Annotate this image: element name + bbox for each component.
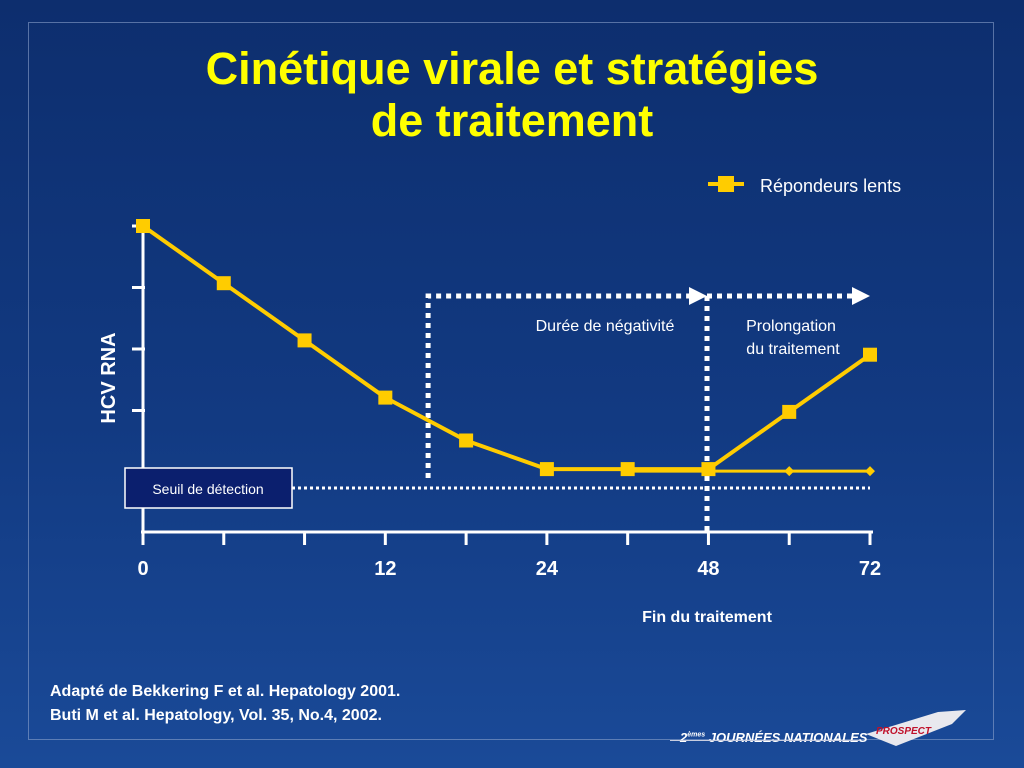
series-marker — [216, 276, 231, 291]
legend: Répondeurs lents — [708, 176, 901, 196]
series-marker — [459, 433, 474, 448]
extension-arrowhead — [852, 287, 870, 305]
legend-marker — [718, 176, 734, 192]
series-marker — [539, 462, 554, 477]
negativity-arrowhead — [689, 287, 707, 305]
series-marker — [620, 462, 635, 477]
slide-title-line-1: Cinétique virale et stratégies — [205, 43, 819, 94]
detection-threshold-box-bg — [124, 467, 293, 509]
end-of-treatment-label: Fin du traitement — [642, 609, 772, 626]
x-ticks: 0 12 24 48 72 — [137, 532, 881, 580]
event-brand-text: JOURNÉES NATIONALES — [708, 730, 868, 745]
event-brand-prefix: 2 — [680, 730, 688, 745]
prospect-logo: PROSPECT — [866, 710, 966, 746]
series-marker — [863, 347, 877, 362]
baseline-marker — [865, 466, 875, 477]
series-marker — [136, 219, 150, 233]
y-axis-label: HCV RNA — [98, 332, 120, 423]
negativity-label: Durée de négativité — [536, 318, 675, 335]
series-markers — [136, 219, 877, 477]
series-marker — [782, 404, 797, 419]
detection-threshold-label: Seuil de détection — [152, 481, 263, 497]
negativity-bracket — [425, 293, 690, 478]
legend-label: Répondeurs lents — [760, 176, 901, 196]
detection-threshold-box: Seuil de détection — [124, 467, 293, 509]
slide-frame — [28, 22, 994, 740]
slide-title-line-2: de traitement — [370, 95, 654, 146]
x-tick-label: 0 — [137, 558, 148, 580]
footnote-line-1: Adapté de Bekkering F et al. Hepatology … — [50, 683, 401, 700]
x-tick-label: 12 — [374, 558, 396, 580]
footnote-line-2: Buti M et al. Hepatology, Vol. 35, No.4,… — [50, 707, 382, 724]
series-line-repondeurs-lents — [141, 224, 872, 472]
extension-label-line-2: du traitement — [746, 341, 840, 358]
logo-text: PROSPECT — [876, 726, 932, 737]
series-marker — [378, 390, 393, 405]
x-tick-label: 48 — [697, 558, 719, 580]
logo-swoosh — [866, 710, 966, 746]
extension-label-line-1: Prolongation — [746, 318, 836, 335]
brand-underline — [670, 740, 860, 741]
event-brand: 2èmes JOURNÉES NATIONALES — [680, 730, 867, 745]
baseline-marker — [784, 466, 795, 477]
x-tick-label: 24 — [536, 558, 559, 580]
event-brand-superscript: èmes — [687, 731, 706, 739]
series-marker — [297, 333, 312, 348]
series-marker — [701, 462, 716, 477]
x-tick-label: 72 — [859, 558, 881, 580]
